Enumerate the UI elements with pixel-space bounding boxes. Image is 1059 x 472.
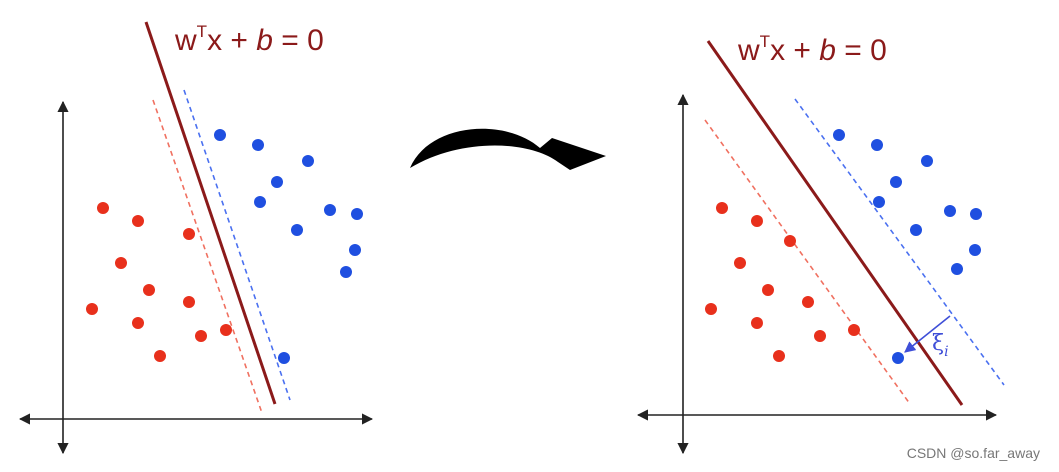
left-red-margin — [152, 99, 263, 414]
blue-point — [921, 155, 933, 167]
blue-point — [892, 352, 904, 364]
blue-point — [291, 224, 303, 236]
right-hyperplane — [706, 40, 964, 406]
blue-point — [302, 155, 314, 167]
right-blue-margin — [794, 98, 1005, 386]
blue-point — [340, 266, 352, 278]
slack-label: ξi — [932, 331, 949, 360]
red-point — [132, 215, 144, 227]
red-point — [154, 350, 166, 362]
red-point — [716, 202, 728, 214]
red-point — [814, 330, 826, 342]
blue-point — [254, 196, 266, 208]
red-point — [784, 235, 796, 247]
blue-point — [349, 244, 361, 256]
red-point — [183, 228, 195, 240]
curved-arrow-icon — [410, 128, 606, 170]
right-blue-points — [833, 129, 982, 364]
blue-point — [833, 129, 845, 141]
red-point — [143, 284, 155, 296]
right-equation: wTx + b = 0 — [737, 32, 887, 67]
left-red-points — [86, 202, 232, 362]
blue-point — [278, 352, 290, 364]
right-red-points — [705, 202, 860, 362]
blue-point — [252, 139, 264, 151]
left-equation: wTx + b = 0 — [174, 22, 324, 57]
red-point — [705, 303, 717, 315]
red-point — [195, 330, 207, 342]
blue-point — [970, 208, 982, 220]
left-blue-points — [214, 129, 363, 364]
left-hyperplane — [144, 21, 277, 405]
red-point — [751, 317, 763, 329]
blue-point — [324, 204, 336, 216]
blue-point — [951, 263, 963, 275]
red-point — [115, 257, 127, 269]
red-point — [734, 257, 746, 269]
blue-point — [944, 205, 956, 217]
right-red-margin — [704, 119, 911, 405]
blue-point — [871, 139, 883, 151]
slack-arrow — [904, 315, 951, 353]
left-blue-margin — [183, 89, 291, 401]
red-point — [220, 324, 232, 336]
left-panel: wTx + b = 0 — [18, 21, 374, 455]
red-point — [132, 317, 144, 329]
blue-point — [969, 244, 981, 256]
blue-point — [873, 196, 885, 208]
blue-point — [214, 129, 226, 141]
red-point — [183, 296, 195, 308]
blue-point — [910, 224, 922, 236]
watermark: CSDN @so.far_away — [907, 445, 1040, 461]
red-point — [773, 350, 785, 362]
red-point — [848, 324, 860, 336]
red-point — [86, 303, 98, 315]
red-point — [97, 202, 109, 214]
red-point — [762, 284, 774, 296]
blue-point — [271, 176, 283, 188]
red-point — [751, 215, 763, 227]
red-point — [802, 296, 814, 308]
blue-point — [890, 176, 902, 188]
right-panel: wTx + b = 0 ξi — [636, 32, 1005, 455]
blue-point — [351, 208, 363, 220]
